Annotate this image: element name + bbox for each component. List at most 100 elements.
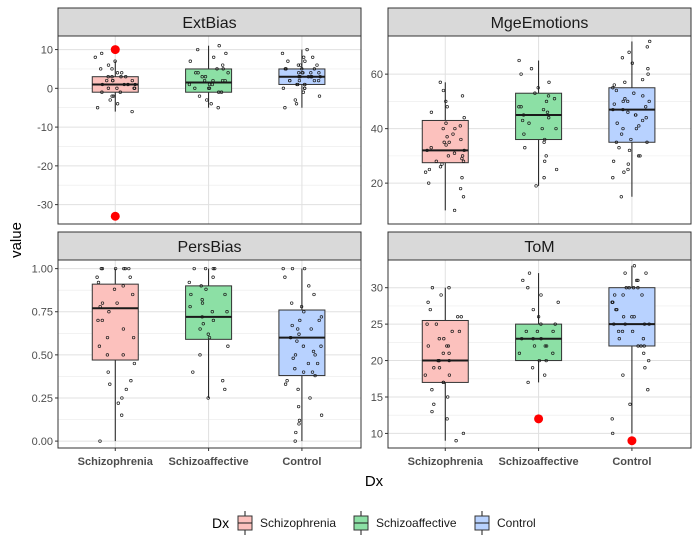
y-tick-label: -10 xyxy=(37,122,53,134)
data-point xyxy=(281,86,286,90)
panel-border xyxy=(387,35,692,225)
data-point xyxy=(640,293,644,297)
data-point xyxy=(297,75,301,79)
data-point xyxy=(128,275,132,279)
data-point xyxy=(441,88,446,93)
data-point xyxy=(122,266,126,271)
data-point xyxy=(626,162,630,166)
data-point xyxy=(442,337,446,341)
data-point xyxy=(318,75,322,79)
data-point xyxy=(297,422,301,426)
data-point xyxy=(187,280,191,285)
data-point xyxy=(309,327,313,331)
data-point xyxy=(97,344,102,348)
data-point xyxy=(526,380,530,385)
panel-extbias: ExtBias 10 0 -10 -20 -30 xyxy=(37,7,362,225)
data-point xyxy=(217,44,221,48)
data-point xyxy=(110,78,115,83)
panel-title: PersBias xyxy=(177,239,241,256)
data-point xyxy=(614,307,618,312)
data-point xyxy=(98,304,102,309)
data-point xyxy=(458,186,463,191)
data-point xyxy=(631,286,636,290)
data-point xyxy=(303,59,307,63)
data-point xyxy=(617,337,621,341)
data-point xyxy=(429,110,434,114)
data-point xyxy=(425,148,429,153)
data-point xyxy=(441,351,445,355)
data-point xyxy=(554,126,558,131)
panel-title: ExtBias xyxy=(182,15,236,32)
data-point xyxy=(621,293,625,297)
data-point xyxy=(296,63,301,67)
data-point xyxy=(299,304,304,309)
data-point xyxy=(450,329,454,334)
data-point xyxy=(425,322,429,326)
data-point xyxy=(196,47,200,52)
data-point xyxy=(447,140,451,144)
data-point xyxy=(283,275,287,279)
data-point xyxy=(628,402,632,406)
data-point xyxy=(630,61,634,65)
data-point xyxy=(540,126,544,131)
data-point xyxy=(531,337,535,341)
data-point xyxy=(96,318,100,323)
data-point xyxy=(212,55,216,59)
data-point xyxy=(619,195,623,199)
data-point xyxy=(456,315,460,319)
data-point xyxy=(638,154,642,158)
data-point xyxy=(215,67,219,71)
data-point xyxy=(544,358,548,363)
data-point xyxy=(115,86,119,90)
data-point xyxy=(302,55,306,59)
data-point xyxy=(543,137,547,142)
data-point xyxy=(541,107,546,112)
data-point xyxy=(317,94,322,98)
data-point xyxy=(312,292,316,297)
data-point xyxy=(225,310,229,314)
data-point xyxy=(530,366,535,370)
data-point xyxy=(106,63,111,67)
data-point xyxy=(446,344,451,348)
data-point xyxy=(100,82,105,87)
data-point xyxy=(211,275,215,279)
data-point xyxy=(294,102,299,106)
data-point xyxy=(130,109,134,114)
data-point xyxy=(311,349,316,354)
outlier-point xyxy=(110,211,120,221)
data-point xyxy=(429,146,433,150)
data-point xyxy=(520,337,524,341)
data-point xyxy=(199,284,203,288)
data-point xyxy=(447,373,452,377)
data-point xyxy=(640,77,645,82)
data-point xyxy=(302,310,306,314)
data-point xyxy=(305,47,309,52)
outlier-point xyxy=(534,414,544,424)
data-point xyxy=(213,266,217,271)
data-point xyxy=(207,335,212,340)
legend-key-schizoaffective xyxy=(353,511,369,535)
data-point xyxy=(288,78,292,83)
data-point xyxy=(198,353,202,357)
data-point xyxy=(198,327,202,331)
data-point xyxy=(616,329,621,334)
y-tick-label: 40 xyxy=(371,124,383,136)
data-point xyxy=(537,358,541,363)
data-point xyxy=(302,86,307,90)
x-tick-label: Control xyxy=(612,456,651,468)
data-point xyxy=(536,86,540,90)
data-point xyxy=(646,72,650,76)
data-point xyxy=(440,162,444,166)
data-point xyxy=(432,402,436,406)
legend-label: Schizoaffective xyxy=(376,516,457,530)
data-point xyxy=(302,82,307,87)
data-point xyxy=(317,318,321,323)
data-point xyxy=(121,327,126,331)
data-point xyxy=(647,99,651,104)
data-point xyxy=(626,167,630,172)
data-point xyxy=(526,286,530,290)
data-point xyxy=(203,266,208,271)
data-point xyxy=(283,382,288,386)
data-point xyxy=(188,304,192,309)
data-point xyxy=(112,287,117,291)
